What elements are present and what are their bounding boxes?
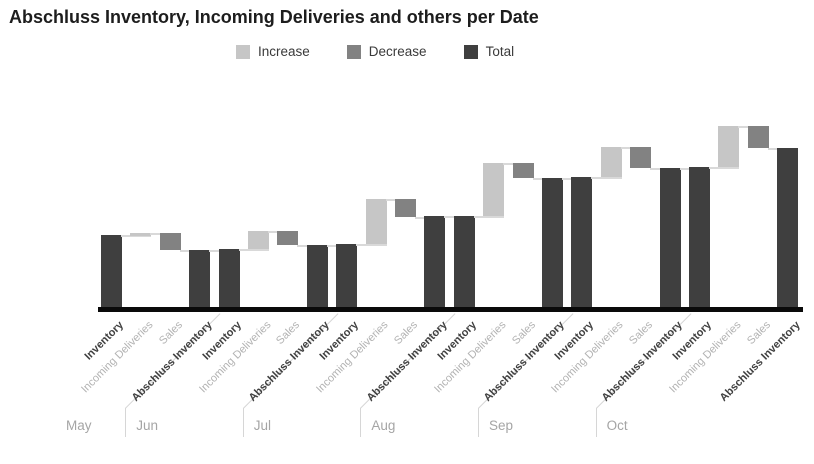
waterfall-connector: [709, 166, 740, 169]
legend-label: Increase: [258, 44, 310, 59]
legend-label: Total: [485, 44, 515, 59]
month-separator-line: [595, 408, 597, 437]
increase-swatch-icon: [236, 44, 250, 59]
bar-total-jun-inventory[interactable]: [218, 249, 240, 307]
month-separator-line: [478, 408, 479, 437]
bar-total-jun-abschluss-inventory[interactable]: [189, 250, 211, 307]
bar-increase-aug-incoming-deliveries[interactable]: [483, 163, 505, 216]
bar-total-aug-abschluss-inventory[interactable]: [424, 216, 446, 307]
bar-increase-oct-incoming-deliveries[interactable]: [718, 126, 740, 167]
waterfall-connector: [356, 243, 387, 246]
legend-item-total[interactable]: Total: [463, 44, 515, 59]
bar-decrease-sep-sales[interactable]: [630, 147, 652, 168]
month-label-jul: Jul: [253, 418, 272, 433]
month-label-may: May: [66, 418, 92, 433]
legend: Increase Decrease Total: [236, 44, 514, 59]
legend-label: Decrease: [368, 44, 427, 59]
bar-decrease-may-sales[interactable]: [159, 233, 181, 250]
bar-increase-sep-incoming-deliveries[interactable]: [600, 147, 622, 177]
waterfall-connector: [238, 248, 269, 251]
legend-item-increase[interactable]: Increase: [236, 44, 310, 59]
legend-item-decrease[interactable]: Decrease: [346, 44, 427, 59]
bar-total-abschluss-inventory[interactable]: [777, 148, 799, 307]
month-label-jun: Jun: [136, 418, 158, 433]
month-separator-line: [125, 408, 127, 437]
bar-total-sep-abschluss-inventory[interactable]: [542, 178, 563, 307]
month-label-oct: Oct: [606, 418, 628, 433]
bar-total-oct-inventory[interactable]: [689, 167, 710, 307]
bar-total-jul-inventory[interactable]: [336, 244, 358, 307]
bar-decrease-jul-sales[interactable]: [395, 199, 416, 217]
month-label-aug: Aug: [371, 418, 396, 433]
bar-total-jul-abschluss-inventory[interactable]: [306, 245, 328, 307]
x-axis-line: [98, 307, 803, 312]
chart-title: Abschluss Inventory, Incoming Deliveries…: [9, 7, 539, 27]
bar-increase-jun-incoming-deliveries[interactable]: [248, 231, 269, 249]
total-swatch-icon: [463, 44, 478, 59]
bar-total-oct-abschluss-inventory[interactable]: [659, 168, 681, 307]
bar-increase-may-incoming-deliveries[interactable]: [130, 233, 152, 236]
month-separator-line: [360, 408, 362, 437]
waterfall-connector: [473, 215, 505, 218]
bar-decrease-aug-sales[interactable]: [512, 163, 534, 178]
bar-total-may-inventory[interactable]: [101, 235, 122, 307]
waterfall-connector: [591, 176, 622, 179]
decrease-swatch-icon: [346, 44, 361, 59]
bar-increase-jul-incoming-deliveries[interactable]: [365, 199, 387, 244]
bar-total-aug-inventory[interactable]: [453, 216, 475, 307]
month-label-sep: Sep: [489, 418, 514, 433]
bar-total-sep-inventory[interactable]: [571, 177, 593, 307]
bar-decrease-jun-sales[interactable]: [277, 231, 299, 245]
bar-decrease-oct-sales[interactable]: [747, 126, 769, 148]
month-separator-line: [242, 408, 244, 437]
